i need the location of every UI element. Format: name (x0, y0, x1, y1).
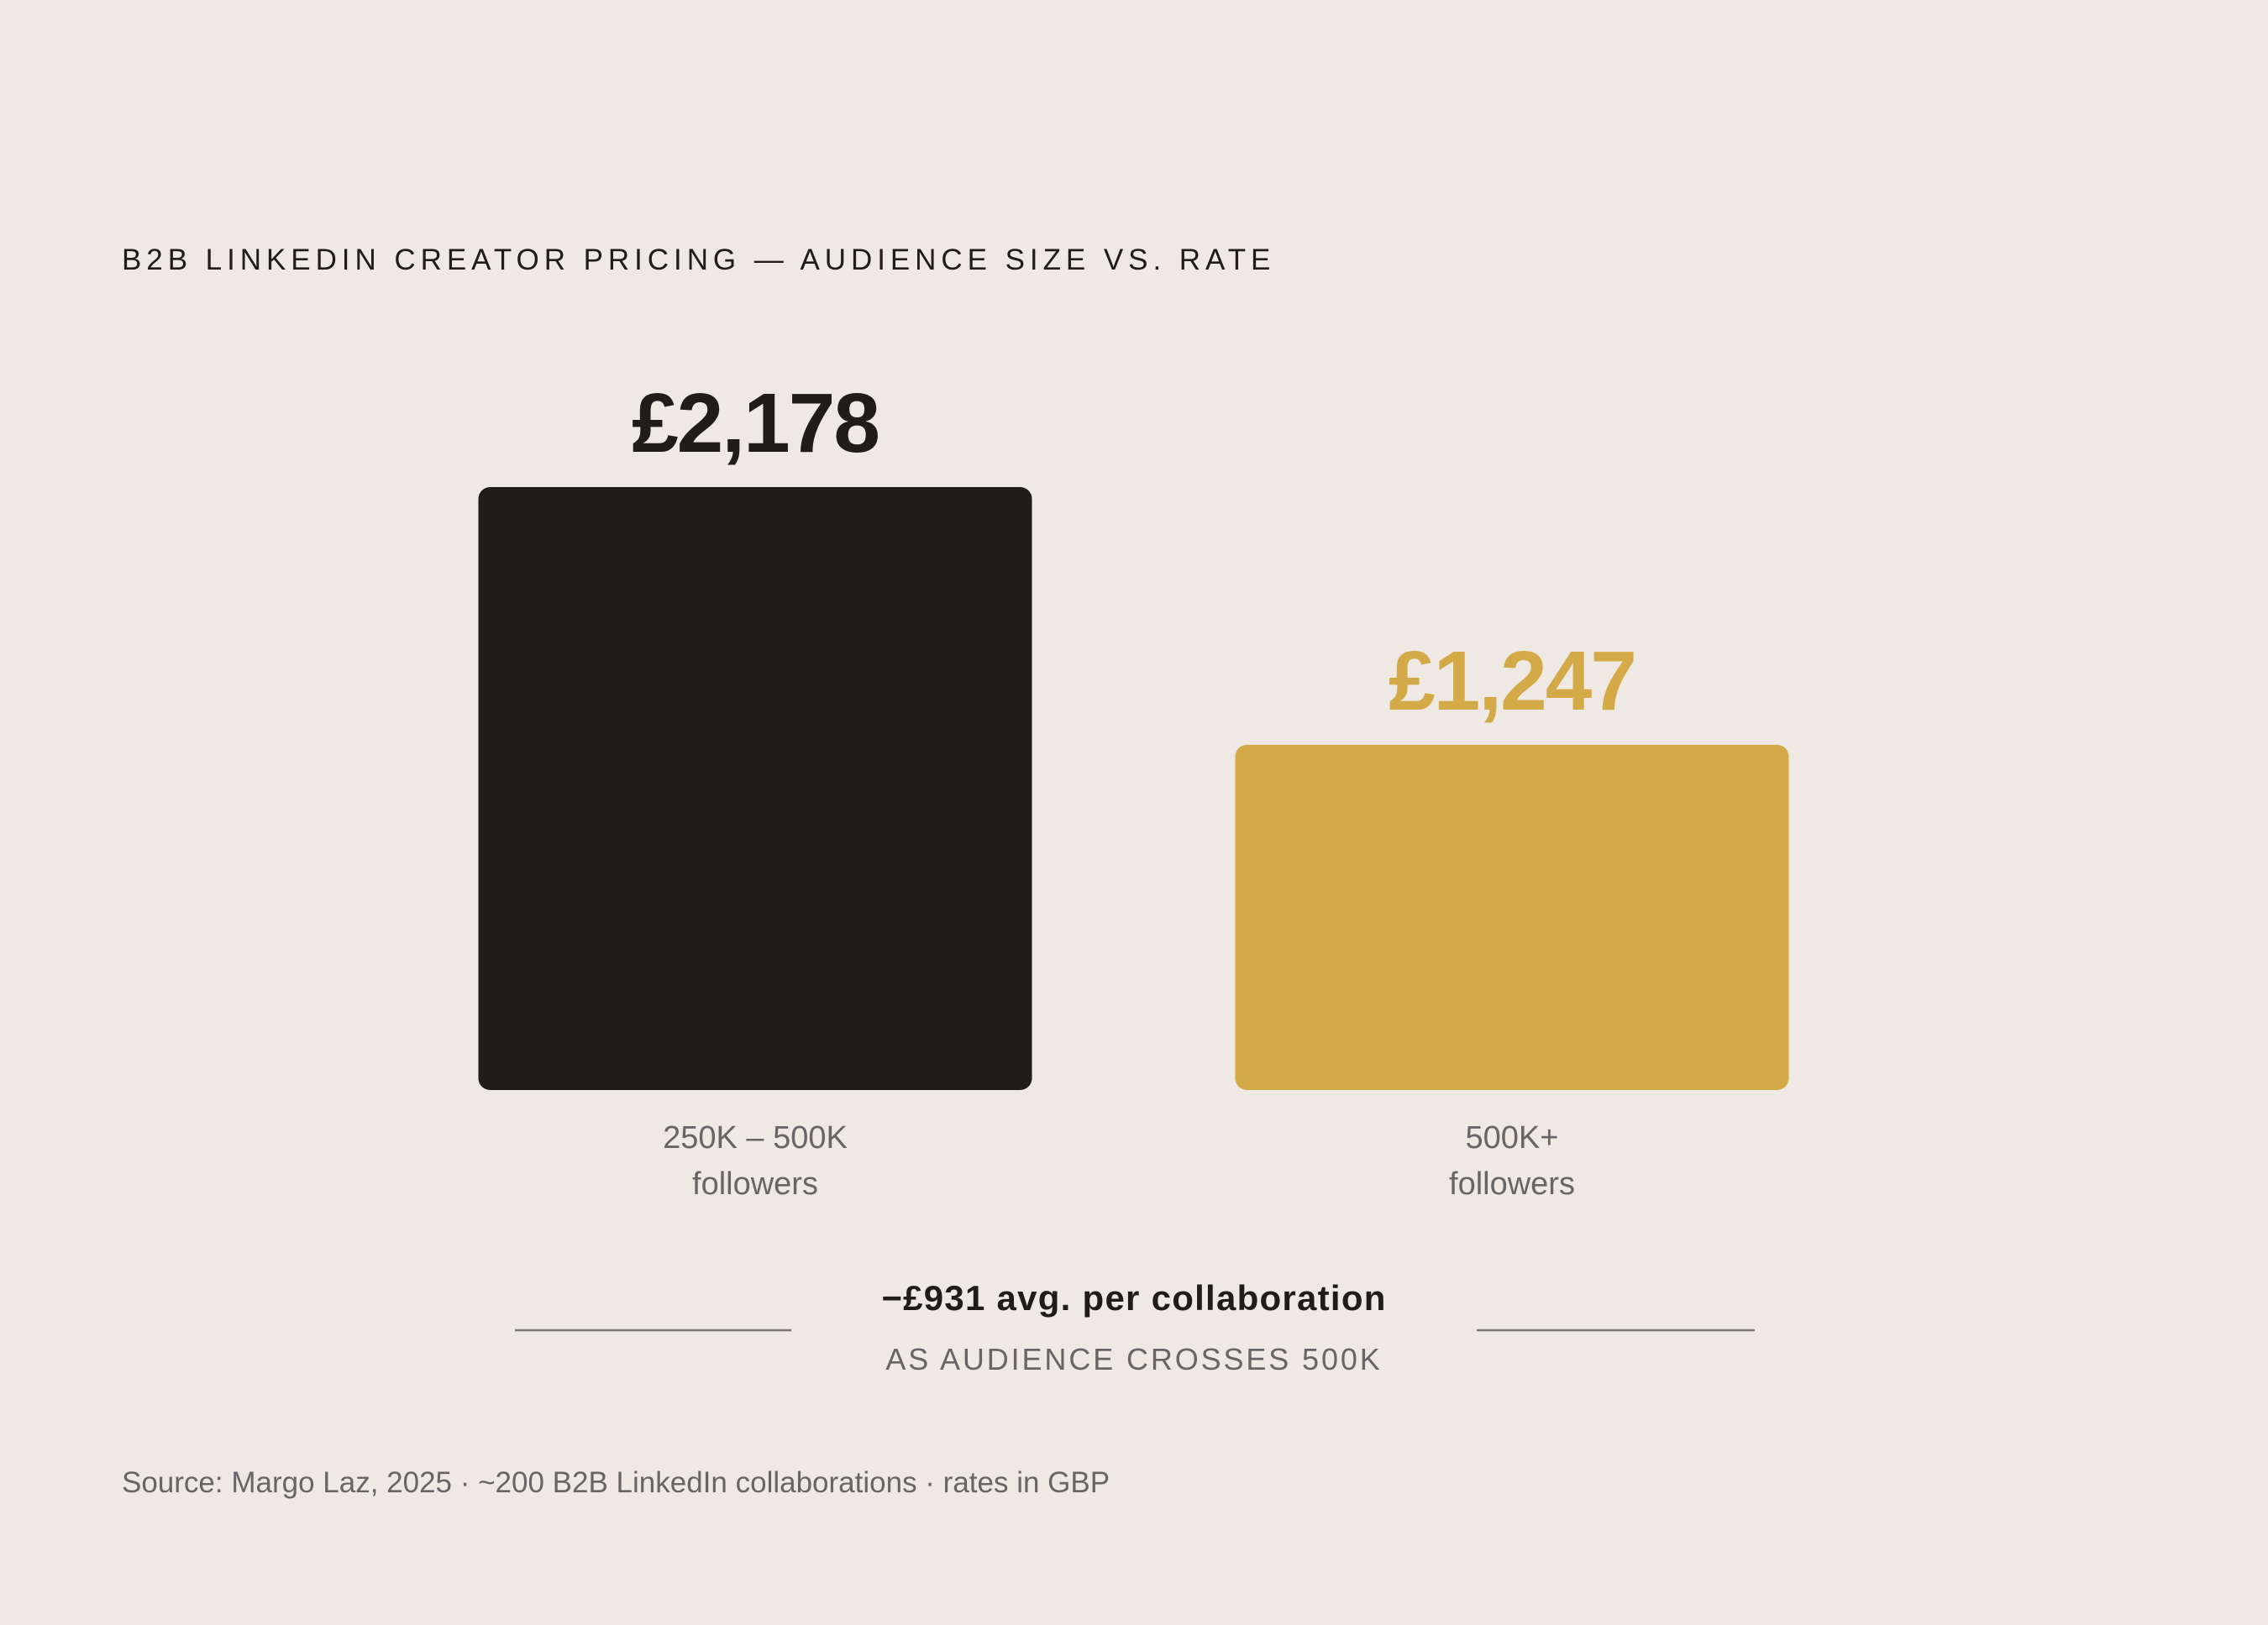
bar (478, 487, 1032, 1090)
annotation-headline: −£931 avg. per collaboration (881, 1278, 1387, 1318)
bar (1235, 744, 1789, 1090)
x-tick-label: 500K+ followers (1449, 1120, 1575, 1202)
value-label: £2,178 (632, 376, 880, 470)
x-tick-label: 250K – 500K followers (663, 1120, 848, 1202)
value-label: £1,247 (1389, 633, 1637, 728)
annotation-subtitle: AS AUDIENCE CROSSES 500K (885, 1342, 1383, 1376)
chart-title: B2B LINKEDIN CREATOR PRICING — AUDIENCE … (122, 244, 1276, 276)
source-note: Source: Margo Laz, 2025 · ~200 B2B Linke… (122, 1466, 1110, 1499)
